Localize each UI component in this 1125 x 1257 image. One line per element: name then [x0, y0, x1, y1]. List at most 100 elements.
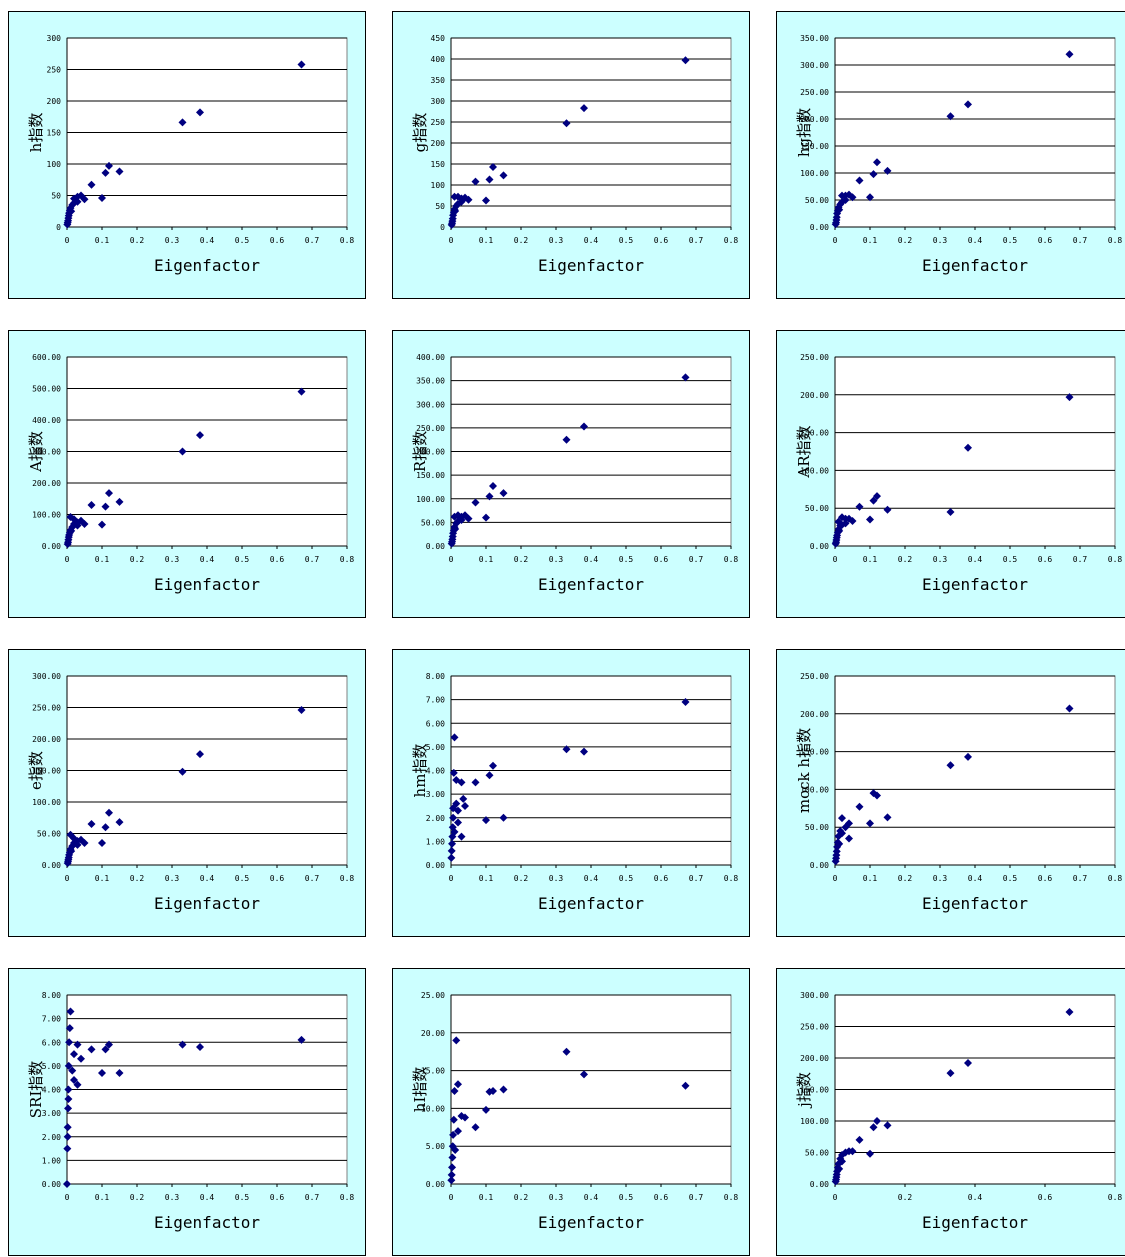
x-tick-label: 0.3	[165, 236, 180, 245]
data-point	[866, 819, 874, 828]
x-tick-label: 0	[833, 874, 838, 883]
y-axis-title: h指数	[27, 113, 45, 153]
y-tick-label: 200.00	[32, 735, 61, 744]
y-tick-label: 500.00	[32, 385, 61, 394]
data-point	[454, 517, 462, 526]
data-point	[883, 1121, 892, 1130]
plot-area	[450, 994, 732, 1185]
data-point	[681, 373, 690, 382]
data-point	[178, 118, 187, 127]
y-tick-label: 100.00	[800, 169, 829, 178]
data-point	[866, 515, 874, 524]
data-point	[454, 818, 462, 827]
x-tick-label: 0	[449, 236, 454, 245]
y-axis-title: SRI指数	[27, 1061, 45, 1119]
data-point	[297, 706, 306, 715]
data-point	[855, 1135, 864, 1144]
x-tick-label: 0.6	[654, 1193, 669, 1202]
data-point	[66, 513, 75, 522]
y-tick-label: 250.00	[800, 88, 829, 97]
x-axis-title: Eigenfactor	[154, 1213, 260, 1232]
data-point	[450, 827, 459, 836]
data-point	[681, 56, 690, 65]
y-tick-label: 50.00	[805, 823, 829, 832]
data-point	[562, 745, 571, 754]
y-tick-label: 50.00	[421, 518, 445, 527]
x-tick-label: 0.4	[200, 874, 215, 883]
x-tick-label: 0	[833, 555, 838, 564]
data-point	[80, 519, 89, 528]
x-tick-label: 0.5	[235, 874, 250, 883]
y-tick-label: 350.00	[800, 34, 829, 43]
x-tick-label: 0.2	[898, 555, 913, 564]
y-tick-label: 5.00	[426, 1142, 445, 1151]
data-point	[63, 220, 72, 229]
x-tick-label: 0.1	[479, 1193, 494, 1202]
x-tick-label: 0.7	[689, 1193, 704, 1202]
x-tick-label: 0.4	[584, 874, 599, 883]
x-tick-label: 0.2	[514, 555, 529, 564]
plot-area	[450, 37, 732, 228]
x-axis-title: Eigenfactor	[922, 894, 1028, 913]
x-tick-label: 0	[65, 874, 70, 883]
data-point	[580, 422, 588, 431]
scatter-chart: 0.00 50.00 100.00 150.00 200.00 250.00 300.00 0…	[795, 991, 1122, 1232]
y-tick-label: 25.00	[421, 991, 445, 1000]
x-tick-label: 0	[449, 555, 454, 564]
x-tick-label: 0.8	[1108, 555, 1123, 564]
data-point	[454, 1080, 462, 1089]
x-tick-label: 0.8	[340, 1193, 355, 1202]
scatter-chart: 0 50 100 150 200 250 300 350 400 450 0 0.1 0.2 0.3 0.4…	[411, 34, 738, 275]
data-point	[831, 220, 840, 229]
y-tick-label: 0	[56, 223, 61, 232]
chart-panel: 0.00 50.00 100.00 150.00 200.00 250.00 0 0.1 0.2…	[776, 330, 1125, 618]
y-tick-label: 0	[440, 223, 445, 232]
data-point	[448, 1153, 457, 1162]
data-point	[101, 168, 110, 177]
data-point	[450, 733, 459, 742]
data-point	[964, 1059, 972, 1068]
x-tick-label: 0.8	[724, 874, 739, 883]
y-tick-label: 0.00	[42, 861, 61, 870]
data-point	[178, 1040, 187, 1049]
y-tick-label: 50	[51, 192, 61, 201]
data-point	[869, 496, 878, 505]
data-point	[838, 814, 846, 823]
y-tick-label: 400.00	[32, 416, 61, 425]
data-point	[838, 1157, 846, 1166]
data-point	[448, 839, 457, 848]
data-point	[450, 1087, 459, 1096]
x-tick-label: 0.1	[95, 555, 110, 564]
x-axis-title: Eigenfactor	[538, 1213, 644, 1232]
chart-panel: 0.00 50.00 100.00 150.00 200.00 250.00 0 0.1 0.2…	[776, 649, 1125, 937]
data-point	[848, 1147, 857, 1156]
x-tick-label: 0.8	[1108, 236, 1123, 245]
data-point	[452, 775, 461, 784]
x-tick-label: 0.7	[305, 555, 320, 564]
data-point	[105, 161, 113, 170]
y-tick-label: 10.00	[421, 1104, 445, 1113]
y-tick-label: 8.00	[426, 672, 445, 681]
scatter-chart: 0.00 50.00 100.00 150.00 200.00 250.00 0 0.1 0.2…	[795, 672, 1122, 913]
data-point	[98, 1068, 106, 1077]
x-tick-label: 0.6	[270, 874, 285, 883]
x-tick-label: 0.2	[898, 1193, 913, 1202]
y-tick-label: 150.00	[800, 1086, 829, 1095]
x-tick-label: 0.4	[968, 874, 983, 883]
data-point	[1065, 50, 1074, 59]
x-axis-title: Eigenfactor	[922, 1213, 1028, 1232]
data-point	[115, 818, 124, 827]
x-tick-label: 0.6	[654, 555, 669, 564]
data-point	[70, 1076, 78, 1085]
y-axis-title: hg指数	[795, 108, 813, 157]
data-point	[452, 1036, 461, 1045]
y-tick-label: 1.00	[42, 1156, 61, 1165]
data-point	[178, 767, 187, 776]
data-point	[835, 1164, 844, 1173]
data-point	[448, 1163, 457, 1172]
x-tick-label: 0.1	[479, 555, 494, 564]
y-tick-label: 0.00	[810, 1180, 829, 1189]
y-tick-label: 450	[431, 34, 446, 43]
data-point	[946, 1069, 955, 1078]
y-tick-label: 2.00	[42, 1133, 61, 1142]
